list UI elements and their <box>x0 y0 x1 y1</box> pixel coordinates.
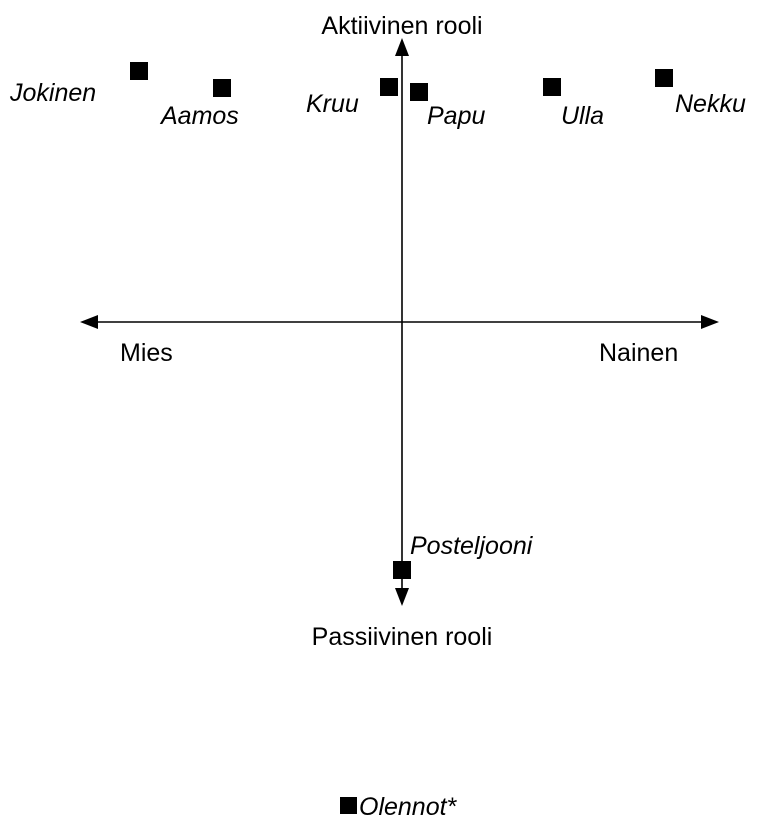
axis-label-top: Aktiivinen rooli <box>321 12 482 40</box>
character-aamos: Aamos <box>159 79 239 130</box>
character-label: Ulla <box>561 102 604 130</box>
character-ulla: Ulla <box>543 78 604 130</box>
character-label: Jokinen <box>9 79 96 107</box>
axis-label-bottom: Passiivinen rooli <box>312 623 493 651</box>
character-olennot: Olennot* <box>340 793 458 821</box>
character-label: Aamos <box>159 102 239 130</box>
character-papu: Papu <box>410 83 485 130</box>
character-kruu: Kruu <box>306 78 398 118</box>
character-marker <box>410 83 428 101</box>
character-marker <box>340 797 357 814</box>
character-label: Posteljooni <box>410 532 534 560</box>
character-label: Papu <box>427 102 485 130</box>
character-posteljooni: Posteljooni <box>393 532 534 579</box>
character-marker <box>213 79 231 97</box>
character-marker <box>655 69 673 87</box>
character-marker <box>130 62 148 80</box>
character-label: Nekku <box>675 90 746 118</box>
arrowhead-down <box>395 588 409 606</box>
character-marker <box>543 78 561 96</box>
character-label: Olennot* <box>359 793 458 821</box>
arrowhead-left <box>80 315 98 329</box>
character-label: Kruu <box>306 90 359 118</box>
axis-label-right: Nainen <box>599 339 678 367</box>
axis-label-left: Mies <box>120 339 173 367</box>
character-marker <box>380 78 398 96</box>
character-marker <box>393 561 411 579</box>
arrowhead-right <box>701 315 719 329</box>
character-nekku: Nekku <box>655 69 746 118</box>
arrowhead-up <box>395 38 409 56</box>
character-jokinen: Jokinen <box>9 62 148 107</box>
